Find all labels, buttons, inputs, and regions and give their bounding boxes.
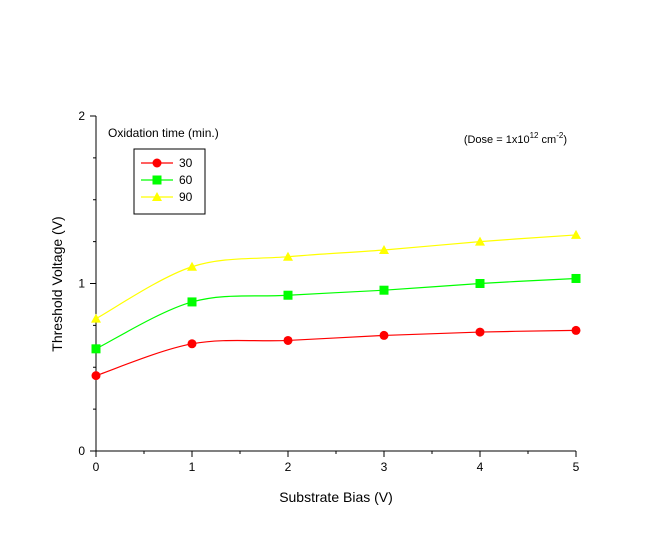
dose-annotation-unit-exponent: -2	[556, 131, 564, 140]
data-point	[283, 335, 293, 345]
legend-marker	[152, 158, 162, 168]
y-tick-label: 0	[78, 444, 85, 458]
series-90	[91, 229, 581, 323]
x-axis-title: Substrate Bias (V)	[279, 489, 393, 505]
data-point	[475, 327, 485, 337]
x-tick-label: 4	[477, 460, 484, 474]
series-layer	[91, 229, 581, 381]
data-point	[91, 344, 101, 354]
legend-item-30: 30	[141, 156, 193, 170]
series-30	[91, 325, 581, 381]
data-point	[571, 229, 581, 239]
dose-annotation-exponent: 12	[530, 131, 539, 140]
data-point	[379, 285, 389, 295]
legend-marker	[152, 175, 162, 185]
dose-annotation-prefix: (Dose = 1x10	[464, 134, 530, 146]
data-point	[475, 279, 485, 288]
y-tick-label: 1	[78, 277, 85, 291]
legend-box	[133, 148, 206, 215]
y-tick-label: 2	[78, 109, 85, 123]
legend-item-90: 90	[141, 190, 193, 204]
x-tick-label: 1	[189, 460, 196, 474]
legend: Oxidation time (min.) 30 60 90	[108, 126, 219, 215]
data-point	[91, 371, 101, 381]
x-tick-label: 0	[93, 460, 100, 474]
dose-annotation: (Dose = 1x1012 cm-2)	[464, 131, 567, 146]
series-line	[95, 234, 577, 320]
data-point	[187, 297, 197, 307]
legend-title: Oxidation time (min.)	[108, 126, 219, 140]
data-point	[91, 313, 101, 323]
data-point	[379, 330, 389, 340]
legend-label: 30	[179, 156, 193, 170]
data-point	[283, 251, 293, 261]
series-line	[95, 277, 577, 350]
series-60	[91, 273, 581, 354]
data-point	[571, 273, 581, 283]
x-tick-label: 5	[573, 460, 580, 474]
data-point	[571, 325, 581, 335]
legend-label: 90	[179, 190, 193, 204]
x-tick-label: 2	[285, 460, 292, 474]
dose-annotation-unit: cm	[538, 134, 556, 146]
legend-marker	[152, 192, 162, 201]
data-point	[187, 339, 197, 349]
data-point	[379, 245, 389, 254]
y-axis-title: Threshold Voltage (V)	[49, 216, 65, 351]
data-point	[475, 236, 485, 246]
legend-item-60: 60	[141, 173, 193, 187]
x-tick-label: 3	[381, 460, 388, 474]
data-point	[187, 261, 197, 271]
legend-items: 30 60 90	[141, 156, 193, 204]
legend-label: 60	[179, 173, 193, 187]
series-line	[95, 329, 577, 377]
dose-annotation-suffix: )	[563, 134, 567, 146]
data-point	[283, 290, 293, 300]
